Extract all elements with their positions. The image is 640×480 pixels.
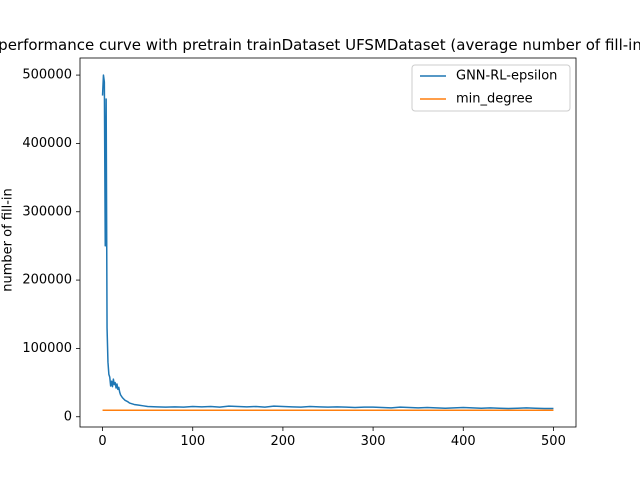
- legend: GNN-RL-epsilon min_degree: [411, 64, 571, 112]
- y-tick-label: 500000: [22, 68, 72, 83]
- legend-label-1: min_degree: [456, 92, 533, 107]
- x-tick-label: 200: [270, 434, 295, 449]
- legend-label-0: GNN-RL-epsilon: [456, 69, 557, 84]
- y-tick-label: 400000: [22, 136, 72, 151]
- x-tick-label: 0: [98, 434, 106, 449]
- y-tick-label: 300000: [22, 204, 72, 219]
- series-line-0: [101, 74, 554, 410]
- y-axis-label: number of fill-in: [1, 188, 16, 292]
- x-tick-label: 500: [541, 434, 566, 449]
- x-tick-label: 300: [361, 434, 386, 449]
- x-tick-label: 400: [451, 434, 476, 449]
- plot-area: 0 100 200 300 400 500 0 100000 200000 300000 40000…: [22, 57, 577, 449]
- legend-box: [411, 64, 571, 112]
- y-tick-label: 0: [64, 409, 72, 424]
- axes-frame: [79, 57, 577, 428]
- chart-title: performance curve with pretrain trainDat…: [0, 36, 640, 54]
- y-tick-label: 200000: [22, 273, 72, 288]
- x-tick-label: 100: [180, 434, 205, 449]
- y-tick-label: 100000: [22, 341, 72, 356]
